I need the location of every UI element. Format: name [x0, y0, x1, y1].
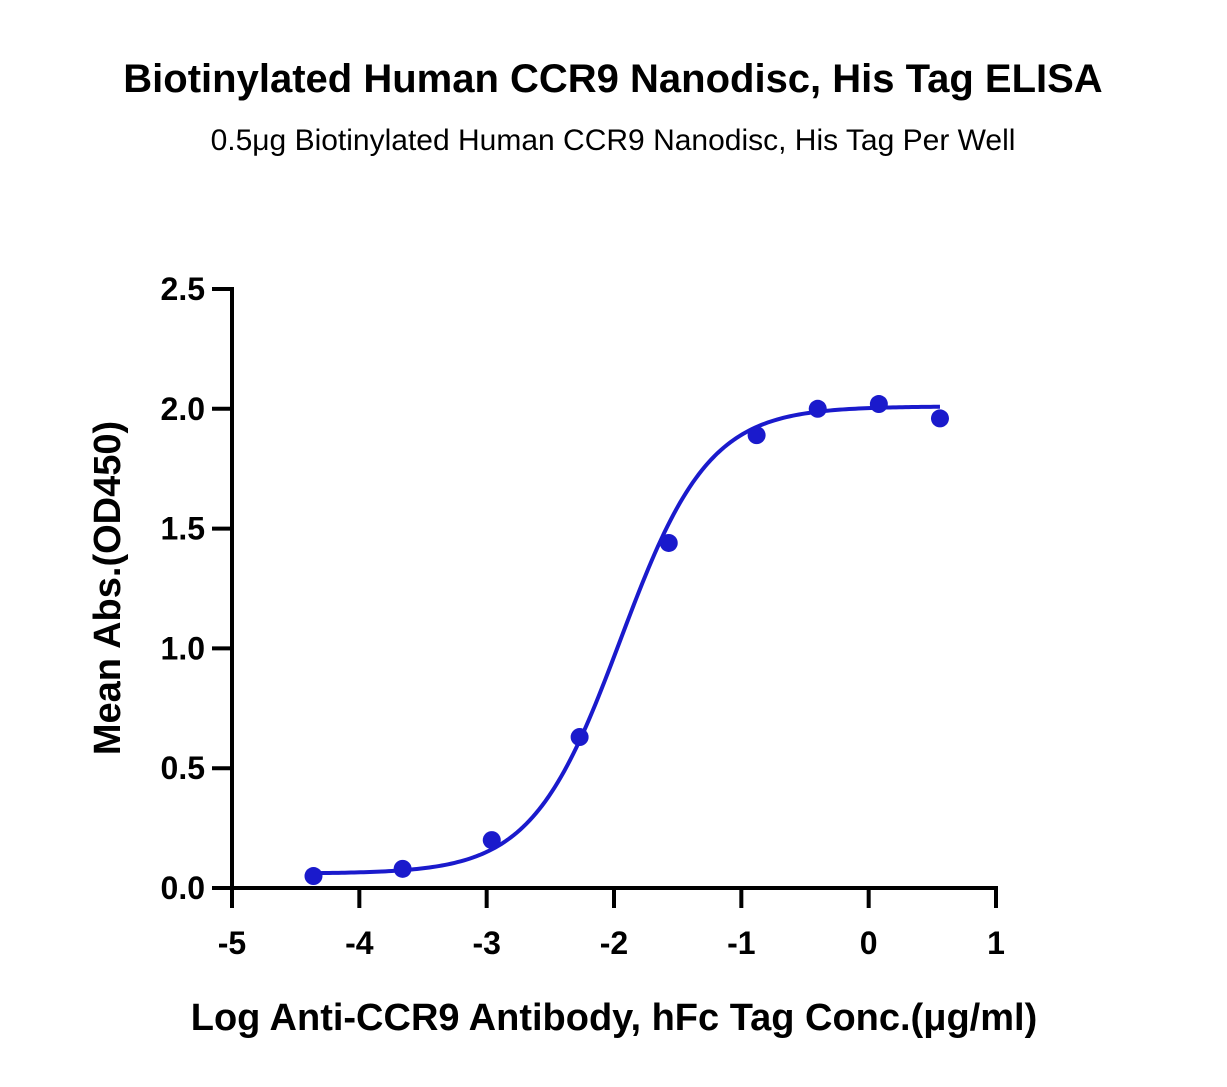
y-tick-label: 2.0: [161, 391, 205, 427]
data-point: [393, 859, 412, 878]
data-points: [304, 395, 949, 886]
data-point: [659, 533, 678, 552]
fit-curve: [313, 404, 940, 876]
x-tick-label: 0: [860, 925, 878, 961]
y-tick-label: 2.5: [161, 271, 205, 307]
chart-title: Biotinylated Human CCR9 Nanodisc, His Ta…: [123, 57, 1102, 101]
x-tick-label: -5: [218, 925, 246, 961]
y-tick-label: 0.0: [161, 870, 205, 906]
x-tick-label: -1: [727, 925, 755, 961]
y-ticks: 0.0 0.5 1.0 1.5 2.0 2.5: [161, 271, 232, 906]
data-point: [304, 867, 323, 886]
x-tick-label: -3: [472, 925, 500, 961]
y-tick-label: 1.5: [161, 511, 205, 547]
axes: [230, 287, 998, 890]
x-tick-label: -2: [600, 925, 628, 961]
data-point: [808, 399, 827, 418]
data-point: [747, 426, 766, 445]
data-point: [482, 831, 501, 850]
chart-subtitle: 0.5μg Biotinylated Human CCR9 Nanodisc, …: [211, 124, 1016, 157]
x-tick-label: -4: [345, 925, 374, 961]
y-tick-label: 1.0: [161, 630, 205, 666]
x-axis-label: Log Anti-CCR9 Antibody, hFc Tag Conc.(μg…: [191, 997, 1037, 1039]
x-ticks: -5 -4 -3 -2 -1 0 1: [218, 888, 1005, 961]
data-point: [869, 395, 888, 414]
y-axis-label: Mean Abs.(OD450): [87, 421, 129, 755]
x-tick-label: 1: [987, 925, 1005, 961]
y-tick-label: 0.5: [161, 750, 205, 786]
data-point: [930, 409, 949, 428]
data-point: [570, 728, 589, 747]
